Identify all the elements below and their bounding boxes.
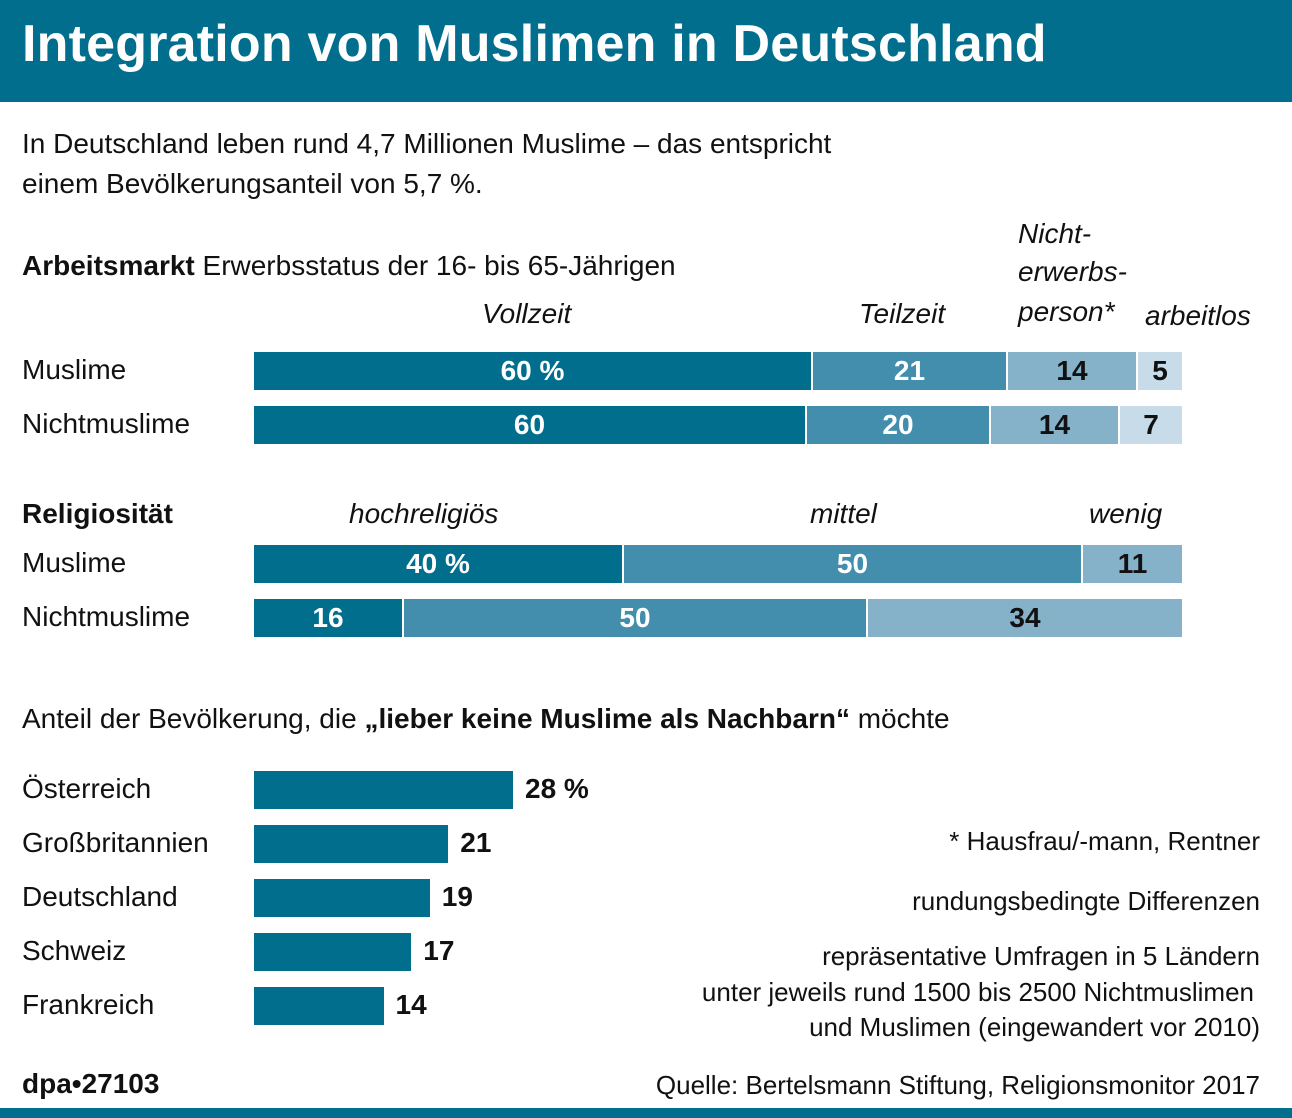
nachbarn-bar [254,825,449,863]
arbeit-segment-label-1-0: 60 [513,409,546,440]
col-mittel: mittel [810,498,877,529]
relig-segment-1-2: 34 [866,599,1182,637]
nachbarn-country-label: Österreich [22,773,152,804]
arbeitsmarkt-title-rest: Erwerbsstatus der 16- bis 65-Jährigen [194,250,676,281]
arbeit-segment-label-0-0: 60 % [500,355,565,386]
footnote-text: * Hausfrau/-mann, Rentner [949,826,1260,856]
arbeit-segment-1-1: 20 [805,406,989,444]
col-nichterwerbsperson-line3: person* [1018,296,1115,327]
arbeit-bar-muslime: 60 % 21 14 5 [254,352,1182,390]
relig-segment-label-0-2: 11 [1117,548,1148,579]
relig-segment-0-1: 50 [622,545,1081,583]
arbeit-segment-label-1-2: 14 [1038,409,1071,440]
col-wenig: wenig [1089,498,1163,529]
arbeit-segment-0-2: 14 [1006,352,1136,390]
nachbarn-title-prefix: Anteil der Bevölkerung, die [22,703,365,734]
header-banner [0,0,1292,102]
religiositaet-title: Religiosität [22,498,173,530]
relig-segment-label-1-1: 50 [619,602,651,633]
relig-row-label-muslime: Muslime [22,547,127,578]
arbeit-segment-label-0-2: 14 [1056,355,1088,386]
nachbarn-bar [254,933,412,971]
nachbarn-title: Anteil der Bevölkerung, die „lieber kein… [22,703,950,735]
arbeit-segment-0-3: 5 [1136,352,1182,390]
arbeit-segment-1-3: 7 [1118,406,1182,444]
relig-segment-label-1-2: 34 [1009,602,1041,633]
intro-line-1: In Deutschland leben rund 4,7 Millionen … [22,128,832,159]
dpa-credit: dpa•27103 [22,1068,160,1099]
nachbarn-title-bold: „lieber keine Muslime als Nachbarn“ [364,703,850,734]
nachbarn-country-label: Großbritannien [22,827,209,858]
arbeit-row-label-muslime: Muslime [22,354,127,385]
arbeit-segment-label-0-1: 21 [893,355,926,386]
arbeit-segment-1-2: 14 [989,406,1118,444]
arbeit-bar-nichtmuslime: 60 20 14 7 [254,406,1182,444]
arbeit-row-label-nichtmuslime: Nichtmuslime [22,408,191,439]
arbeit-segment-1-0: 60 [254,406,805,444]
col-vollzeit: Vollzeit [482,298,572,329]
col-hochreligioes: hochreligiös [349,498,499,529]
relig-segment-label-1-0: 16 [312,602,344,633]
survey-note-line1: repräsentative Umfragen in 5 Ländern [822,941,1260,971]
nachbarn-title-suffix: möchte [849,703,950,734]
intro-text: In Deutschland leben rund 4,7 Millionen … [22,124,1022,204]
nachbarn-country-label: Frankreich [22,989,155,1020]
arbeit-segment-label-1-3: 7 [1143,409,1159,440]
rounding-note: rundungsbedingte Differenzen [912,886,1260,916]
arbeit-segment-0-0: 60 % [254,352,811,390]
nachbarn-country-label: Schweiz [22,935,127,966]
col-nichterwerbsperson-line1: Nicht- [1018,218,1092,249]
relig-row-label-nichtmuslime: Nichtmuslime [22,601,191,632]
relig-segment-0-2: 11 [1081,545,1182,583]
relig-segment-label-0-0: 40 % [406,548,470,579]
col-nichterwerbsperson-line2: erwerbs- [1018,256,1127,287]
nachbarn-value-label: 19 [441,881,473,912]
nachbarn-bar [254,879,430,917]
nachbarn-value-label: 17 [423,935,455,966]
footer-rule [0,1108,1292,1118]
relig-segment-label-0-1: 50 [836,548,869,579]
relig-bar-nichtmuslime: 16 50 34 [254,599,1182,637]
nachbarn-country-label: Deutschland [22,881,178,912]
survey-note-line3: und Muslimen (eingewandert vor 2010) [809,1012,1260,1042]
intro-line-2: einem Bevölkerungsanteil von 5,7 %. [22,168,483,199]
religiositaet-title-text: Religiosität [22,498,173,529]
relig-segment-0-0: 40 % [254,545,622,583]
col-arbeitlos: arbeitlos [1145,300,1251,331]
chart-title: Integration von Muslimen in Deutschland [22,15,1047,73]
arbeit-segment-0-1: 21 [811,352,1006,390]
nachbarn-value-label: 28 % [525,773,589,804]
arbeit-segment-label-0-3: 5 [1152,355,1168,386]
nachbarn-value-label: 14 [395,989,427,1020]
relig-segment-1-0: 16 [254,599,402,637]
source-text: Quelle: Bertelsmann Stiftung, Religionsm… [655,1070,1260,1100]
relig-bar-muslime: 40 % 50 11 [254,545,1182,583]
nachbarn-value-label: 21 [460,827,492,858]
arbeitsmarkt-title-bold: Arbeitsmarkt [22,250,195,281]
survey-note-line2: unter jeweils rund 1500 bis 2500 Nichtmu… [701,977,1254,1007]
relig-segment-1-1: 50 [402,599,866,637]
arbeit-segment-label-1-1: 20 [882,409,914,440]
col-teilzeit: Teilzeit [859,298,946,329]
arbeitsmarkt-title: Arbeitsmarkt Erwerbsstatus der 16- bis 6… [22,250,676,282]
nachbarn-bar [254,771,513,809]
nachbarn-bar [254,987,384,1025]
